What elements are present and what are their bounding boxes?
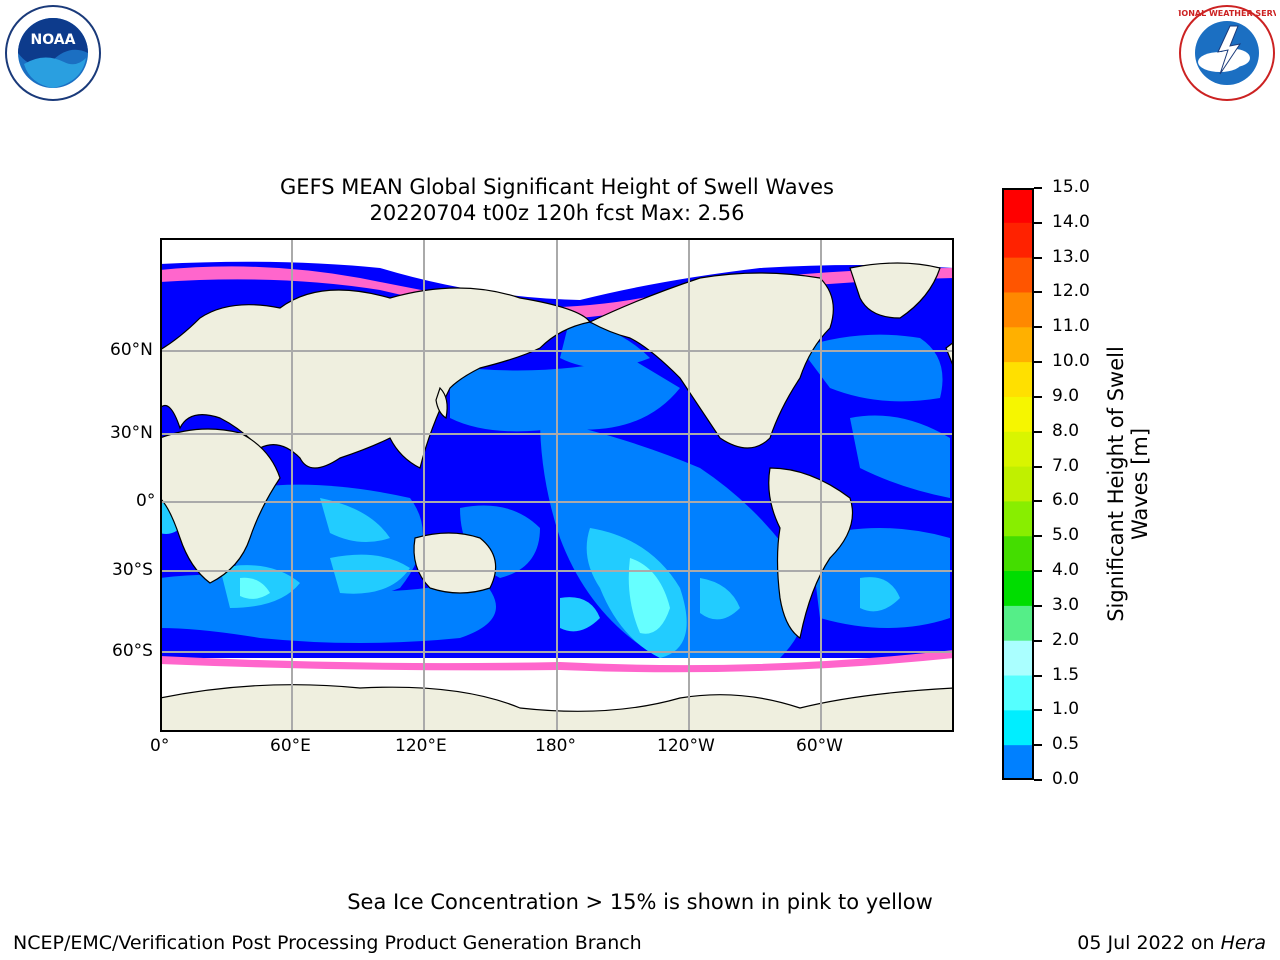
colorbar-svg — [1002, 188, 1034, 781]
colorbar-tick-label: 4.0 — [1052, 560, 1080, 581]
colorbar-tick-label: 1.0 — [1052, 699, 1080, 720]
lat-label-60n: 60°N — [110, 340, 153, 360]
colorbar-segment — [1002, 327, 1034, 363]
colorbar-label-line1: Significant Height of Swell — [1104, 346, 1128, 622]
map-title: GEFS MEAN Global Significant Height of S… — [160, 174, 954, 226]
colorbar-segment — [1002, 257, 1034, 293]
lon-label-120e: 120°E — [395, 736, 447, 756]
colorbar-segment — [1002, 431, 1034, 468]
colorbar-segment — [1002, 396, 1034, 433]
colorbar-segment — [1002, 501, 1034, 537]
colorbar-tick-mark — [1034, 500, 1042, 503]
nws-logo: NATIONAL WEATHER SERVICE — [1161, 4, 1280, 102]
colorbar-tick-mark — [1034, 744, 1042, 747]
lat-label-30s: 30°S — [112, 560, 153, 580]
colorbar-tick-label: 15.0 — [1052, 177, 1090, 197]
sea-ice-note: Sea Ice Concentration > 15% is shown in … — [347, 890, 933, 914]
colorbar-tick-label: 11.0 — [1052, 316, 1090, 337]
colorbar-tick-mark — [1034, 221, 1042, 224]
colorbar-tick-mark — [1034, 674, 1042, 677]
colorbar-tick-label: 3.0 — [1052, 594, 1080, 615]
colorbar-segment — [1002, 605, 1034, 642]
swell-map — [159, 238, 955, 733]
map-title-line1: GEFS MEAN Global Significant Height of S… — [280, 175, 834, 199]
colorbar-segment — [1002, 536, 1034, 572]
colorbar-frame — [1002, 188, 1034, 780]
lon-label-120w: 120°W — [657, 736, 715, 756]
gridlines — [160, 238, 954, 732]
colorbar-segment — [1002, 571, 1034, 607]
colorbar-tick-mark — [1034, 709, 1042, 712]
noaa-logo: NOAA — [4, 4, 102, 102]
land-japan — [435, 386, 448, 419]
colorbar-tick-mark — [1034, 535, 1042, 538]
lat-label-60s: 60°S — [112, 641, 153, 661]
footer-left: NCEP/EMC/Verification Post Processing Pr… — [13, 932, 642, 954]
land-north-america — [588, 272, 834, 449]
colorbar-segment — [1002, 675, 1034, 711]
land-greenland — [849, 262, 941, 319]
land-south-america — [768, 467, 854, 639]
colorbar-tick-mark — [1034, 326, 1042, 329]
colorbar-tick-label: 13.0 — [1052, 246, 1090, 267]
colorbar-segment — [1002, 466, 1034, 502]
colorbar-tick-label: 0.0 — [1052, 769, 1080, 789]
colorbar-tick-mark — [1034, 430, 1042, 433]
colorbar-tick-mark — [1034, 395, 1042, 398]
colorbar-tick-mark — [1034, 570, 1042, 573]
colorbar-tick-label: 0.5 — [1052, 734, 1080, 755]
colorbar-segment — [1002, 640, 1034, 677]
colorbar-tick-mark — [1034, 465, 1042, 468]
colorbar-tick-mark — [1034, 639, 1042, 642]
noaa-logo-text: NOAA — [31, 32, 76, 48]
colorbar-tick-label: 1.5 — [1052, 664, 1080, 685]
colorbar-label-line2: Waves [m] — [1128, 427, 1152, 541]
footer-right: 05 Jul 2022 on Hera — [1077, 932, 1266, 954]
colorbar-segment — [1002, 188, 1034, 224]
nws-logo-text: NATIONAL WEATHER SERVICE — [1178, 9, 1276, 18]
land-australia — [413, 532, 497, 594]
colorbar-tick-label: 12.0 — [1052, 281, 1090, 302]
colorbar-tick-label: 6.0 — [1052, 490, 1080, 511]
swell-peak-regions — [240, 558, 670, 634]
lon-label-0: 0° — [150, 736, 170, 756]
map-title-line2: 20220704 t00z 120h fcst Max: 2.56 — [369, 201, 745, 225]
colorbar-tick-mark — [1034, 779, 1042, 781]
swell-map-svg — [159, 238, 955, 733]
colorbar-segment — [1002, 222, 1034, 259]
colorbar-segment — [1002, 292, 1034, 328]
colorbar-segment — [1002, 745, 1034, 781]
colorbar-tick-label: 5.0 — [1052, 525, 1080, 546]
colorbar-tick-label: 9.0 — [1052, 385, 1080, 406]
colorbar-tick-mark — [1034, 604, 1042, 607]
colorbar-tick-label: 2.0 — [1052, 629, 1080, 650]
south-ice-edge — [160, 650, 954, 673]
land-africa — [159, 428, 281, 584]
colorbar-segment — [1002, 710, 1034, 746]
land — [159, 262, 955, 733]
colorbar — [1002, 188, 1034, 781]
map-frame — [160, 238, 954, 732]
footer-date: 05 Jul 2022 on — [1077, 932, 1215, 954]
lat-label-eq: 0° — [136, 491, 156, 511]
colorbar-tick-label: 8.0 — [1052, 420, 1080, 441]
colorbar-tick-label: 14.0 — [1052, 211, 1090, 232]
lon-label-60w: 60°W — [796, 736, 843, 756]
colorbar-tick-mark — [1034, 256, 1042, 259]
colorbar-tick-mark — [1034, 361, 1042, 364]
colorbar-tick-mark — [1034, 187, 1042, 189]
lat-label-30n: 30°N — [110, 423, 153, 443]
colorbar-tick-label: 7.0 — [1052, 455, 1080, 476]
land-antarctica — [159, 684, 955, 733]
colorbar-tick-label: 10.0 — [1052, 351, 1090, 372]
footer-host: Hera — [1220, 932, 1266, 954]
lon-label-180: 180° — [535, 736, 576, 756]
colorbar-segment — [1002, 362, 1034, 398]
lon-label-60e: 60°E — [270, 736, 311, 756]
colorbar-tick-mark — [1034, 291, 1042, 294]
